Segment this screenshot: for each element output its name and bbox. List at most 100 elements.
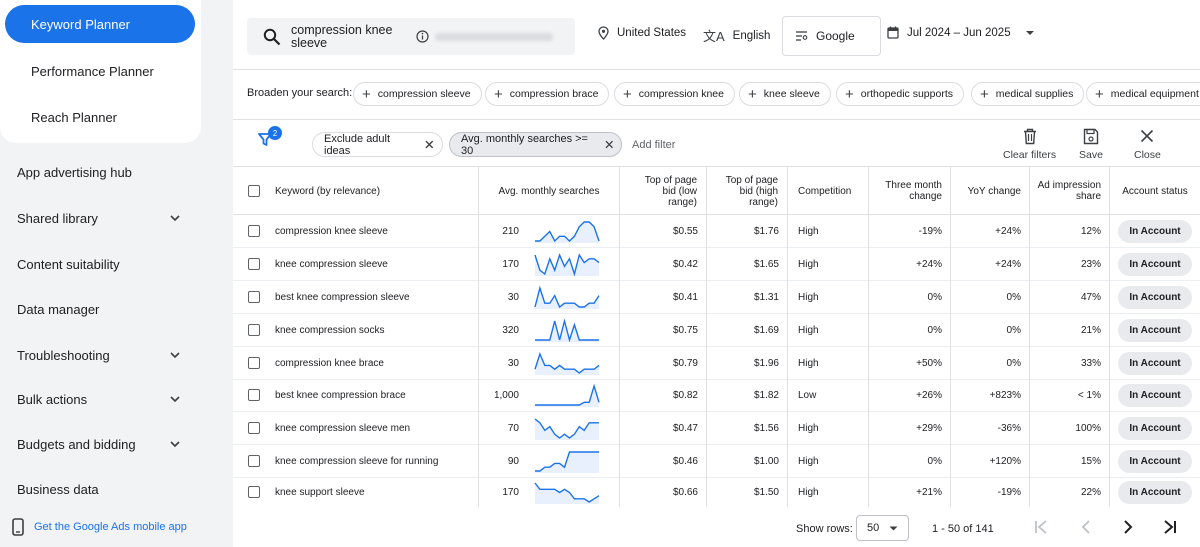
add-filter-button[interactable]: Add filter <box>632 139 676 151</box>
column-header-bid-low[interactable]: Top of page bid (low range) <box>620 167 707 215</box>
rows-per-page-select[interactable]: 50 <box>856 515 909 541</box>
broaden-chip-label: medical supplies <box>995 88 1074 100</box>
column-header-avg-searches[interactable]: Avg. monthly searches <box>479 167 620 215</box>
row-checkbox[interactable] <box>248 389 260 401</box>
column-header-competition[interactable]: Competition <box>788 167 869 215</box>
sidebar-item-reach-planner[interactable]: Reach Planner <box>5 98 195 136</box>
broaden-chip[interactable]: + knee sleeve <box>739 82 831 106</box>
main-panel: compression knee sleeve United States 文A… <box>233 0 1200 547</box>
account-status-badge[interactable]: In Account <box>1118 253 1192 276</box>
plus-icon: + <box>980 85 989 103</box>
sidebar-item-keyword-planner[interactable]: Keyword Planner <box>5 5 195 43</box>
column-header-ad-share[interactable]: Ad impression share <box>1030 167 1110 215</box>
sparkline-line <box>534 418 599 439</box>
cell-competition: High <box>788 476 869 509</box>
sidebar-item-performance-planner[interactable]: Performance Planner <box>5 52 195 90</box>
row-checkbox[interactable] <box>248 291 260 303</box>
info-icon[interactable] <box>416 30 429 43</box>
column-header-bid-high[interactable]: Top of page bid (high range) <box>707 167 788 215</box>
row-checkbox[interactable] <box>248 455 260 467</box>
redacted-url <box>435 33 553 41</box>
clear-filters-button[interactable]: Clear filters <box>1003 128 1056 161</box>
column-header-three-month[interactable]: Three month change <box>869 167 951 215</box>
trend-sparkline[interactable] <box>534 351 600 375</box>
cell-keyword: compression knee sleeve <box>233 215 479 248</box>
broaden-chip[interactable]: + medical equipment <box>1086 82 1200 106</box>
sidebar-item-bulk-actions[interactable]: Bulk actions <box>0 384 195 414</box>
sidebar-item-shared-library[interactable]: Shared library <box>0 203 195 233</box>
sidebar-item-app-advertising-hub[interactable]: App advertising hub <box>0 157 195 187</box>
select-all-checkbox[interactable] <box>248 185 260 197</box>
sparkline-area <box>535 222 599 243</box>
broaden-chip[interactable]: + compression brace <box>485 82 610 106</box>
last-page-icon[interactable] <box>1163 520 1177 534</box>
broaden-chip[interactable]: + compression knee <box>614 82 735 106</box>
account-status-badge[interactable]: In Account <box>1118 450 1192 473</box>
broaden-chip[interactable]: + orthopedic supports <box>836 82 964 106</box>
close-icon[interactable] <box>425 140 434 149</box>
cell-ad-impression-share: 12% <box>1030 215 1110 248</box>
sidebar: Keyword Planner Performance Planner Reac… <box>0 0 233 547</box>
trend-sparkline[interactable] <box>534 480 600 504</box>
column-header-account-status[interactable]: Account status <box>1110 167 1200 215</box>
trend-sparkline[interactable] <box>534 416 600 440</box>
row-checkbox[interactable] <box>248 486 260 498</box>
table-row[interactable]: knee compression socks 320 $0.75 $1.69 High 0… <box>233 314 1200 347</box>
sidebar-item-troubleshooting[interactable]: Troubleshooting <box>0 340 195 370</box>
close-button[interactable]: Close <box>1134 128 1161 161</box>
filter-chip-avg-searches[interactable]: Avg. monthly searches >= 30 <box>449 132 622 157</box>
trend-sparkline[interactable] <box>534 383 600 407</box>
account-status-badge[interactable]: In Account <box>1118 352 1192 375</box>
sidebar-item-business-data[interactable]: Business data <box>0 474 195 504</box>
table-row[interactable]: knee compression sleeve for running 90 $0.… <box>233 445 1200 478</box>
next-page-icon[interactable] <box>1121 520 1135 534</box>
trend-sparkline[interactable] <box>534 318 600 342</box>
table-row[interactable]: knee compression sleeve 170 $0.42 $1.65 High… <box>233 248 1200 281</box>
trend-sparkline[interactable] <box>534 252 600 276</box>
trend-sparkline[interactable] <box>534 449 600 473</box>
keyword-search-input[interactable]: compression knee sleeve <box>247 18 575 55</box>
cell-bid-high: $1.69 <box>707 314 788 347</box>
language-selector[interactable]: 文A English <box>703 26 770 45</box>
account-status-badge[interactable]: In Account <box>1118 220 1192 243</box>
trend-sparkline[interactable] <box>534 219 600 243</box>
keyword-text: knee compression socks <box>275 325 385 336</box>
close-icon[interactable] <box>605 140 613 149</box>
dropdown-arrow-icon <box>889 526 898 530</box>
table-row[interactable]: knee compression sleeve men 70 $0.47 $1.56 H… <box>233 412 1200 445</box>
row-checkbox[interactable] <box>248 357 260 369</box>
location-selector[interactable]: United States <box>598 26 686 40</box>
broaden-chip[interactable]: + compression sleeve <box>353 82 482 106</box>
sidebar-item-budgets-and-bidding[interactable]: Budgets and bidding <box>0 429 195 459</box>
previous-page-icon[interactable] <box>1079 520 1093 534</box>
table-row[interactable]: compression knee sleeve 210 $0.55 $1.76 High… <box>233 215 1200 248</box>
mobile-app-link[interactable]: Get the Google Ads mobile app <box>12 518 187 536</box>
sidebar-item-content-suitability[interactable]: Content suitability <box>0 249 195 279</box>
column-header-keyword[interactable]: Keyword (by relevance) <box>233 167 479 215</box>
row-checkbox[interactable] <box>248 258 260 270</box>
table-row[interactable]: best knee compression sleeve 30 $0.41 $1.31… <box>233 281 1200 314</box>
row-checkbox[interactable] <box>248 225 260 237</box>
row-checkbox[interactable] <box>248 422 260 434</box>
account-status-badge[interactable]: In Account <box>1118 286 1192 309</box>
account-status-badge[interactable]: In Account <box>1118 417 1192 440</box>
table-row[interactable]: knee support sleeve 170 $0.66 $1.50 High +21%… <box>233 476 1200 509</box>
trend-sparkline[interactable] <box>534 285 600 309</box>
save-button[interactable]: Save <box>1079 128 1103 161</box>
filter-chip-exclude-adult[interactable]: Exclude adult ideas <box>312 132 443 157</box>
account-status-badge[interactable]: In Account <box>1118 481 1192 504</box>
row-checkbox[interactable] <box>248 324 260 336</box>
sidebar-item-data-manager[interactable]: Data manager <box>0 294 195 324</box>
search-network-selector[interactable]: Google <box>782 16 881 56</box>
broaden-chip[interactable]: + medical supplies <box>971 82 1085 106</box>
account-status-badge[interactable]: In Account <box>1118 384 1192 407</box>
avg-searches-value: 320 <box>502 325 519 336</box>
column-header-yoy[interactable]: YoY change <box>951 167 1030 215</box>
account-status-badge[interactable]: In Account <box>1118 319 1192 342</box>
table-row[interactable]: best knee compression brace 1,000 $0.82 $1.… <box>233 379 1200 412</box>
table-row[interactable]: compression knee brace 30 $0.79 $1.96 High +5… <box>233 347 1200 380</box>
first-page-icon[interactable] <box>1034 520 1048 534</box>
date-range-selector[interactable]: Jul 2024 – Jun 2025 <box>887 26 1035 39</box>
sparkline-line <box>534 482 600 503</box>
cell-keyword: best knee compression sleeve <box>233 281 479 314</box>
